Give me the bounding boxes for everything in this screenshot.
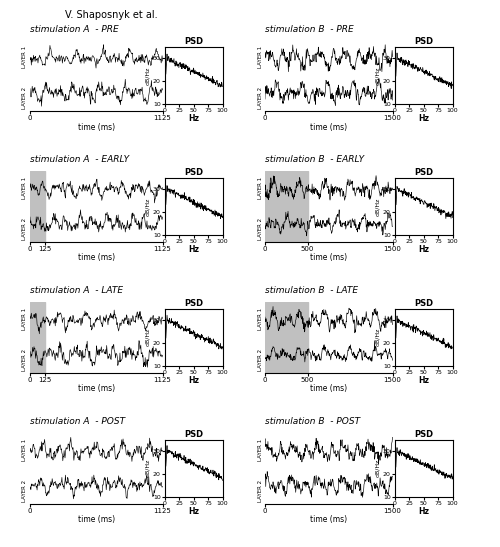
X-axis label: Hz: Hz (418, 246, 429, 254)
Text: LAYER 1: LAYER 1 (258, 46, 262, 68)
Text: LAYER 1: LAYER 1 (258, 439, 262, 461)
Text: stimulation A  - POST: stimulation A - POST (30, 417, 125, 426)
Title: PSD: PSD (414, 299, 434, 308)
Y-axis label: dB/Hz: dB/Hz (145, 197, 150, 216)
X-axis label: time (ms): time (ms) (310, 123, 348, 132)
X-axis label: time (ms): time (ms) (78, 515, 115, 524)
Title: PSD: PSD (184, 37, 204, 46)
Title: PSD: PSD (184, 430, 204, 439)
Y-axis label: dB/Hz: dB/Hz (145, 66, 150, 85)
Title: PSD: PSD (184, 168, 204, 177)
X-axis label: time (ms): time (ms) (310, 385, 348, 393)
Bar (265, 302, 308, 373)
X-axis label: Hz: Hz (418, 507, 429, 516)
X-axis label: Hz: Hz (418, 114, 429, 124)
Y-axis label: dB/Hz: dB/Hz (375, 66, 380, 85)
Text: LAYER 2: LAYER 2 (22, 480, 28, 502)
Text: LAYER 1: LAYER 1 (258, 307, 262, 330)
Text: LAYER 1: LAYER 1 (22, 46, 28, 68)
Bar (30, 302, 44, 373)
Text: LAYER 2: LAYER 2 (22, 218, 28, 240)
Title: PSD: PSD (414, 37, 434, 46)
Text: V. Shaposnyk et al.: V. Shaposnyk et al. (65, 10, 158, 20)
Text: LAYER 1: LAYER 1 (258, 177, 262, 199)
X-axis label: Hz: Hz (188, 246, 199, 254)
Text: stimulation A  - LATE: stimulation A - LATE (30, 287, 123, 295)
X-axis label: time (ms): time (ms) (78, 253, 115, 263)
Text: LAYER 1: LAYER 1 (22, 439, 28, 461)
Text: stimulation A  - EARLY: stimulation A - EARLY (30, 155, 129, 165)
Y-axis label: dB/Hz: dB/Hz (145, 328, 150, 346)
Text: stimulation B  - EARLY: stimulation B - EARLY (265, 155, 364, 165)
X-axis label: Hz: Hz (418, 376, 429, 385)
Text: stimulation B  - LATE: stimulation B - LATE (265, 287, 358, 295)
Text: stimulation B  - POST: stimulation B - POST (265, 417, 360, 426)
Text: LAYER 2: LAYER 2 (258, 480, 262, 502)
Text: LAYER 2: LAYER 2 (258, 349, 262, 371)
Text: LAYER 2: LAYER 2 (22, 87, 28, 109)
Y-axis label: dB/Hz: dB/Hz (375, 197, 380, 216)
Bar (265, 171, 308, 242)
Title: PSD: PSD (414, 168, 434, 177)
Y-axis label: dB/Hz: dB/Hz (375, 328, 380, 346)
Y-axis label: dB/Hz: dB/Hz (375, 459, 380, 478)
Text: LAYER 2: LAYER 2 (22, 349, 28, 371)
X-axis label: Hz: Hz (188, 507, 199, 516)
Text: stimulation B  - PRE: stimulation B - PRE (265, 25, 354, 33)
Y-axis label: dB/Hz: dB/Hz (145, 459, 150, 478)
X-axis label: time (ms): time (ms) (78, 385, 115, 393)
Title: PSD: PSD (414, 430, 434, 439)
X-axis label: time (ms): time (ms) (310, 515, 348, 524)
Text: LAYER 2: LAYER 2 (258, 87, 262, 109)
Title: PSD: PSD (184, 299, 204, 308)
Text: LAYER 2: LAYER 2 (258, 218, 262, 240)
Bar (30, 171, 44, 242)
Text: LAYER 1: LAYER 1 (22, 307, 28, 330)
X-axis label: Hz: Hz (188, 114, 199, 124)
X-axis label: time (ms): time (ms) (310, 253, 348, 263)
X-axis label: Hz: Hz (188, 376, 199, 385)
Text: stimulation A  - PRE: stimulation A - PRE (30, 25, 119, 33)
X-axis label: time (ms): time (ms) (78, 123, 115, 132)
Text: LAYER 1: LAYER 1 (22, 177, 28, 199)
